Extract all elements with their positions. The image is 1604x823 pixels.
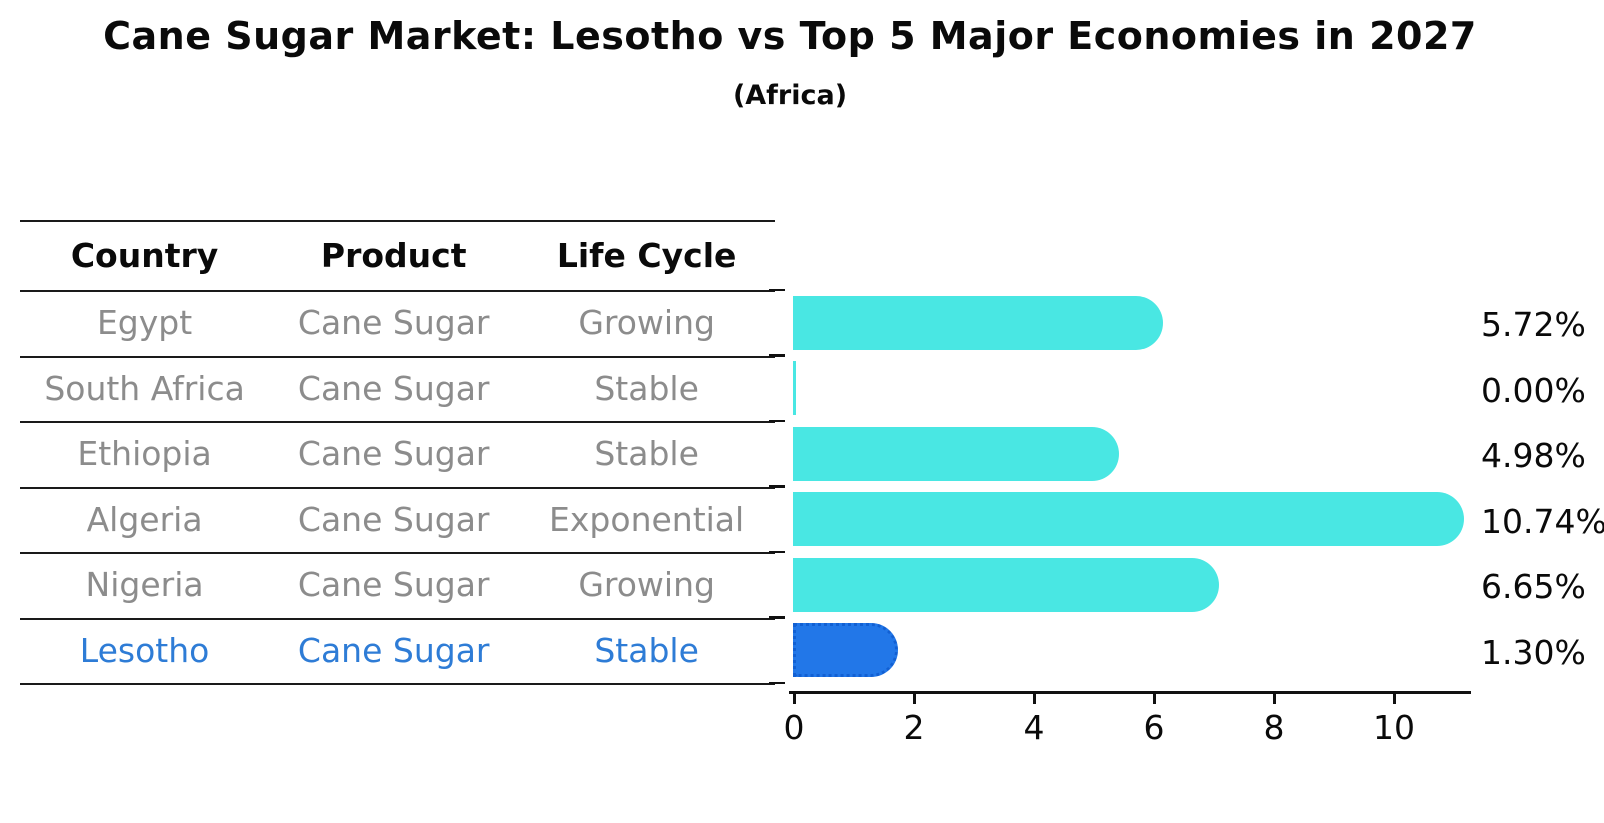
table-cell-life-cycle: Growing [578,303,715,342]
bar-value-label: 1.30% [1481,632,1586,672]
table-cell-country: Egypt [96,303,193,342]
table-row-south-africa: South Africa Cane Sugar Stable [20,356,775,421]
table-header-row: Country Product Life Cycle [20,220,775,290]
table-cell-country: Ethiopia [77,434,212,473]
table-cell-product: Cane Sugar [297,499,490,539]
x-axis-tick-label: 4 [1023,708,1045,747]
x-axis-tick [1393,691,1396,704]
x-axis-tick-label: 2 [903,708,925,747]
x-axis-tick [793,691,796,704]
table-row-algeria: Algeria Cane Sugar Exponential [20,487,775,552]
x-axis-tick-label: 0 [783,708,805,747]
table-rule [20,617,775,620]
bar-nigeria [793,557,1219,612]
table-rule [20,486,775,489]
x-axis-tick-label: 10 [1373,708,1415,747]
table-cell-life-cycle: Stable [594,368,699,408]
table-cell-product: Cane Sugar [297,434,490,473]
table-row-nigeria: Nigeria Cane Sugar Growing [20,552,775,617]
bar-value-label: 5.72% [1481,305,1586,345]
y-axis-tick [769,485,785,488]
bar-value-label: 0.00% [1481,370,1586,410]
bar-lesotho [793,623,898,678]
table-rule [20,552,775,554]
table-rule [20,421,775,423]
bar-egypt [793,295,1164,350]
bar-value-label: 6.65% [1481,567,1586,607]
table-cell-product: Cane Sugar [297,565,490,604]
bar-south-africa [793,361,796,416]
bar-value-label: 10.74% [1481,501,1604,541]
chart-title: Cane Sugar Market: Lesotho vs Top 5 Majo… [103,14,1477,58]
table-cell-life-cycle: Stable [594,630,699,670]
x-axis-line [789,691,1471,694]
bar-row-south-africa [793,356,1470,422]
table-rule-top [20,220,775,222]
table-rule [20,683,775,685]
bar-chart-plot-area: 0 2 4 6 8 10 [769,288,1471,747]
table-row-egypt: Egypt Cane Sugar Growing [20,290,775,355]
table-cell-country: South Africa [44,368,245,408]
bar-algeria [793,492,1465,547]
table-cell-life-cycle: Exponential [549,499,745,539]
table-cell-country: Lesotho [79,630,210,670]
table-row-ethiopia: Ethiopia Cane Sugar Stable [20,421,775,486]
x-axis-tick [1273,691,1276,704]
y-axis-tick [769,616,785,619]
table-cell-product: Cane Sugar [297,303,490,342]
table-row-lesotho: Lesotho Cane Sugar Stable [20,618,775,683]
y-axis-tick [769,354,785,357]
y-axis-tick [769,288,785,292]
x-axis-tick [1153,691,1156,704]
table-cell-country: Nigeria [85,565,204,604]
x-axis-tick [1033,691,1036,704]
bar-ethiopia [793,426,1119,481]
table-cell-country: Algeria [86,499,203,539]
table-cell-product: Cane Sugar [297,368,490,408]
bar-row-nigeria [793,552,1470,618]
table-cell-product: Cane Sugar [297,630,490,670]
column-header-product: Product [320,235,467,275]
table-rule [20,355,775,358]
bar-value-label: 4.98% [1481,436,1586,476]
x-axis-tick [913,691,916,704]
y-axis-tick [769,550,785,554]
y-axis-tick [769,419,785,423]
table-rule-header-bottom [20,290,775,292]
column-header-country: Country [70,235,219,275]
y-axis-tick [769,681,785,685]
table-cell-life-cycle: Stable [594,434,699,473]
bar-row-algeria [793,487,1470,553]
table-cell-life-cycle: Growing [578,565,715,604]
column-header-life-cycle: Life Cycle [556,235,737,275]
chart-subtitle: (Africa) [732,80,848,111]
bar-row-egypt [793,290,1470,356]
bar-row-lesotho [793,618,1470,684]
x-axis-tick-label: 8 [1263,708,1285,747]
x-axis-tick-label: 6 [1143,708,1165,747]
bar-row-ethiopia [793,421,1470,487]
